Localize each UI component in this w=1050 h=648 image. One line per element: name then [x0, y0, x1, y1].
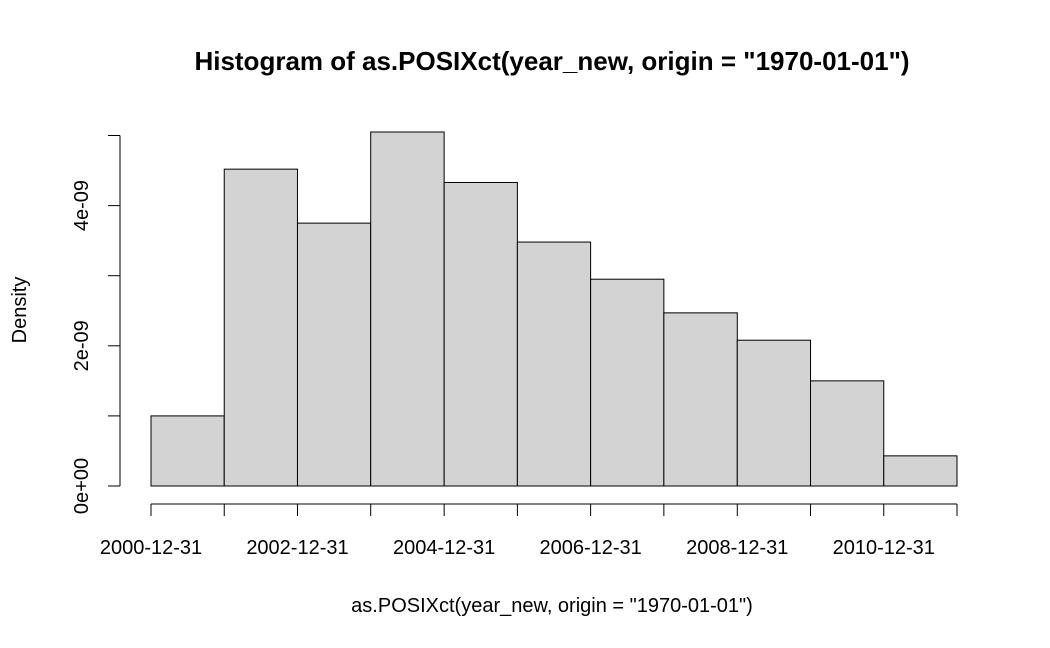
x-tick-label: 2004-12-31 — [393, 537, 495, 559]
histogram-bar — [370, 131, 445, 487]
histogram-bar — [516, 241, 592, 487]
y-tick-label: 2e-09 — [71, 320, 93, 371]
histogram-bar — [883, 455, 958, 487]
x-axis-label: as.POSIXct(year_new, origin = "1970-01-0… — [351, 595, 753, 617]
x-tick-label: 2010-12-31 — [833, 537, 935, 559]
y-tick-label: 4e-09 — [71, 180, 93, 231]
y-tick-label: 0e+00 — [71, 458, 93, 514]
bars-group — [150, 131, 958, 487]
histogram-bar — [590, 278, 665, 487]
histogram-bar — [810, 380, 885, 487]
x-axis: 2000-12-31 2002-12-31 2004-12-31 2006-12-31… — [100, 503, 958, 559]
histogram-bar — [150, 415, 225, 487]
chart-title: Histogram of as.POSIXct(year_new, origin… — [194, 46, 909, 76]
histogram-bar — [736, 339, 812, 487]
histogram-bar — [663, 312, 738, 487]
y-axis: 0e+00 2e-09 4e-09 — [71, 135, 121, 514]
histogram-bar — [443, 181, 518, 487]
x-tick-label: 2002-12-31 — [246, 537, 348, 559]
histogram-bar — [223, 168, 298, 487]
histogram-bar — [296, 222, 372, 487]
x-tick-label: 2006-12-31 — [539, 537, 641, 559]
x-tick-label: 2008-12-31 — [686, 537, 788, 559]
y-axis-label: Density — [9, 277, 31, 344]
x-tick-label: 2000-12-31 — [100, 537, 202, 559]
